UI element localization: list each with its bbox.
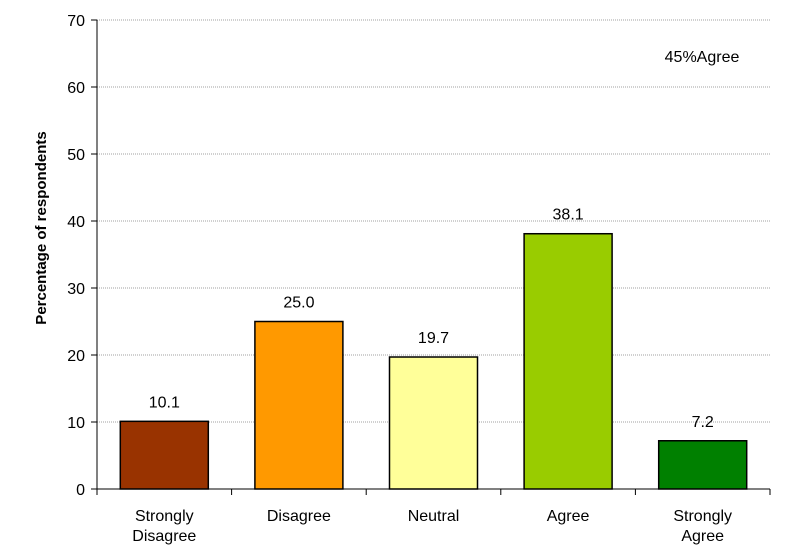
bars	[119, 232, 748, 490]
y-tick-label: 0	[76, 482, 85, 499]
data-label: 25.0	[283, 295, 314, 312]
y-tick-label: 20	[67, 348, 85, 365]
category-label: Strongly Disagree	[132, 508, 196, 545]
data-label: 7.2	[692, 414, 714, 431]
data-label: 38.1	[553, 207, 584, 224]
category-label: Strongly Agree	[673, 508, 732, 545]
y-tick-label: 60	[67, 80, 85, 97]
y-tick-label: 30	[67, 281, 85, 298]
data-label: 19.7	[418, 330, 449, 347]
labels: 0 10 20 30 40 50 60 70 10.1 Strongly Disagree 25.0 D…	[67, 13, 732, 545]
y-tick-label: 50	[67, 147, 85, 164]
y-tick-label: 70	[67, 13, 85, 30]
category-label: Neutral	[408, 508, 460, 525]
y-tick-label: 10	[67, 415, 85, 432]
category-label: Disagree	[267, 508, 331, 525]
bar	[523, 232, 613, 490]
agree-annotation: 45%Agree	[665, 49, 740, 66]
grid-lines	[97, 19, 770, 423]
bar	[119, 420, 210, 490]
category-label: Agree	[547, 508, 590, 525]
y-axis-title: Percentage of respondents	[33, 131, 50, 324]
bar	[254, 320, 344, 490]
bar	[388, 356, 479, 490]
data-label: 10.1	[149, 394, 180, 411]
y-tick-label: 40	[67, 214, 85, 231]
bar	[657, 440, 748, 490]
